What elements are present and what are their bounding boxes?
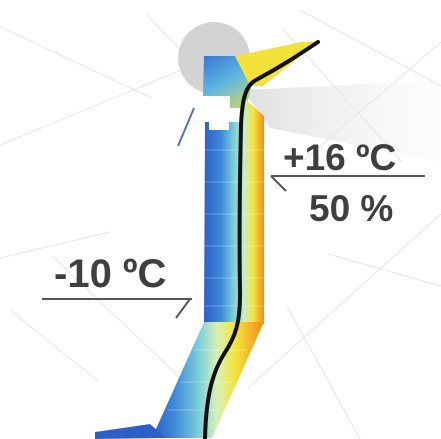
interior-light-wedge xyxy=(243,80,441,162)
ceiling-bar xyxy=(209,122,229,130)
grid-line xyxy=(9,309,99,382)
grid-line xyxy=(327,253,441,287)
exterior-label-arrow xyxy=(175,298,191,319)
antenna-line xyxy=(177,107,195,147)
interior-label-group: +16 ºC 50 % xyxy=(270,137,425,229)
interior-label-arrow xyxy=(270,175,287,192)
grid-line xyxy=(0,231,111,259)
foot-section xyxy=(95,424,166,439)
grid-line xyxy=(0,63,197,146)
interior-humidity-label: 50 % xyxy=(309,188,393,229)
exterior-temperature-label: -10 ºC xyxy=(54,252,166,296)
grid-line xyxy=(0,26,153,99)
isotherm-line xyxy=(203,40,320,439)
grid-line xyxy=(299,9,441,87)
wall-lower-section xyxy=(152,322,264,438)
exterior-label-group: -10 ºC xyxy=(42,252,192,319)
interior-temperature-label: +16 ºC xyxy=(283,137,396,178)
wall-upper-section xyxy=(204,98,264,324)
grid-line xyxy=(286,305,361,439)
roof-slab-top xyxy=(235,42,318,86)
grid-line xyxy=(247,213,441,389)
wall-grid-lines xyxy=(168,149,264,411)
